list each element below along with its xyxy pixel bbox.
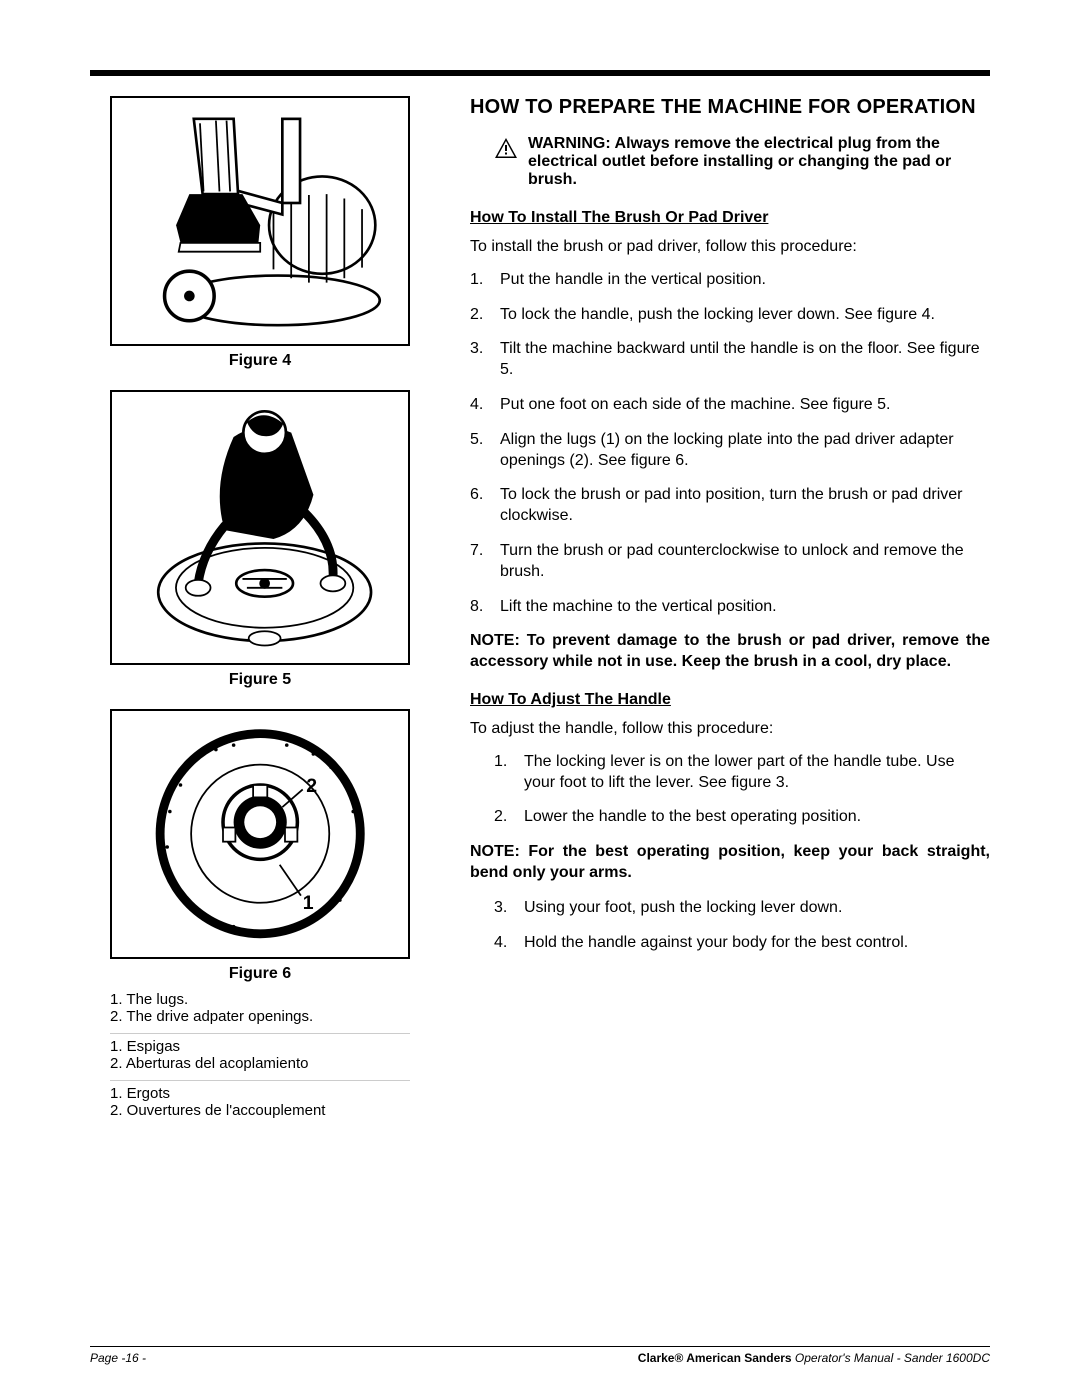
legend-en-2: 2. The drive adpater openings. [110,1008,410,1025]
legend-fr-2: 2. Ouvertures de l'accouplement [110,1102,410,1119]
figure-4 [110,96,410,346]
adjust-step: Lower the handle to the best operating p… [484,807,990,828]
adjust-steps-b: Using your foot, push the locking lever … [470,898,990,954]
footer-page: Page -16 - [90,1351,146,1365]
figures-column: Figure 4 [90,96,430,1127]
adjust-step: The locking lever is on the lower part o… [484,752,990,794]
figure-6: 2 1 [110,709,410,959]
fig6-label-2: 2 [306,775,317,797]
install-step: To lock the handle, push the locking lev… [470,305,990,326]
install-step: Put one foot on each side of the machine… [470,395,990,416]
adjust-heading: How To Adjust The Handle [470,691,990,709]
install-step: Align the lugs (1) on the locking plate … [470,430,990,472]
legend-fr-1: 1. Ergots [110,1085,410,1102]
top-rule [90,70,990,76]
install-intro: To install the brush or pad driver, foll… [470,237,990,258]
figure-5-caption: Figure 5 [90,671,430,689]
footer-right: Clarke® American Sanders Operator's Manu… [638,1351,990,1365]
install-step: Turn the brush or pad counterclockwise t… [470,541,990,583]
install-note: NOTE: To prevent damage to the brush or … [470,631,990,673]
install-heading: How To Install The Brush Or Pad Driver [470,209,990,227]
figure-4-caption: Figure 4 [90,352,430,370]
install-step: Tilt the machine backward until the hand… [470,339,990,381]
footer-brand: Clarke® American Sanders [638,1351,792,1365]
figure-5 [110,390,410,665]
legend-en: 1. The lugs. 2. The drive adpater openin… [110,987,410,1033]
legend-es-2: 2. Aberturas del acoplamiento [110,1055,410,1072]
adjust-intro: To adjust the handle, follow this proced… [470,719,990,740]
figure-5-illustration [127,406,393,650]
legend-en-1: 1. The lugs. [110,991,410,1008]
page-content: Figure 4 [90,96,990,1127]
footer-rest: Operator's Manual - Sander 1600DC [792,1351,990,1365]
section-title: HOW TO PREPARE THE MACHINE FOR OPERATION [470,96,990,119]
warning-block: WARNING: Always remove the electrical pl… [494,135,990,189]
page-footer: Page -16 - Clarke® American Sanders Oper… [90,1346,990,1365]
adjust-step: Using your foot, push the locking lever … [484,898,990,919]
adjust-note: NOTE: For the best operating position, k… [470,842,990,884]
install-steps: Put the handle in the vertical position.… [470,270,990,618]
legend-fr: 1. Ergots 2. Ouvertures de l'accouplemen… [110,1080,410,1127]
install-step: Lift the machine to the vertical positio… [470,597,990,618]
figure-6-caption: Figure 6 [90,965,430,983]
warning-icon [494,137,518,159]
legend-es: 1. Espigas 2. Aberturas del acoplamiento [110,1033,410,1080]
warning-text: WARNING: Always remove the electrical pl… [528,135,990,189]
figure-4-illustration [127,110,393,331]
figure-6-legend: 1. The lugs. 2. The drive adpater openin… [110,987,410,1127]
fig6-label-1: 1 [302,892,313,914]
install-step: To lock the brush or pad into position, … [470,485,990,527]
install-step: Put the handle in the vertical position. [470,270,990,291]
text-column: HOW TO PREPARE THE MACHINE FOR OPERATION… [470,96,990,1127]
legend-es-1: 1. Espigas [110,1038,410,1055]
adjust-steps-a: The locking lever is on the lower part o… [470,752,990,828]
adjust-step: Hold the handle against your body for th… [484,933,990,954]
figure-6-illustration: 2 1 [127,723,393,944]
